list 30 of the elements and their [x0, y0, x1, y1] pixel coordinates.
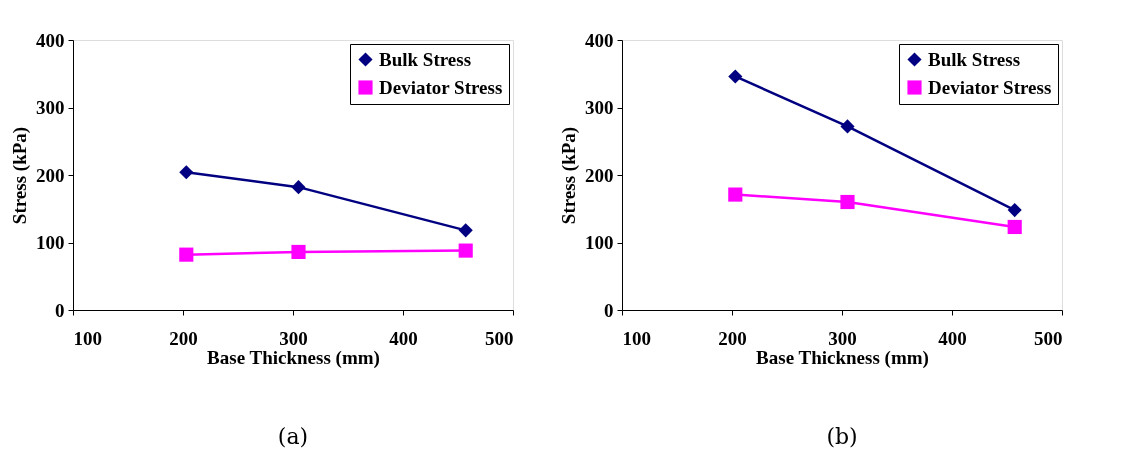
x-tick-label: 500 — [1034, 327, 1063, 349]
y-tick-label: 100 — [36, 232, 65, 253]
y-tick-label: 200 — [585, 164, 614, 186]
x-axis-title: Base Thickness (mm) — [756, 346, 929, 369]
y-tick-label: 400 — [36, 29, 65, 51]
y-tick-label: 200 — [36, 164, 65, 186]
y-axis-title: Stress (kPa) — [558, 126, 580, 225]
x-tick-label: 100 — [622, 327, 651, 349]
y-tick-label: 400 — [585, 29, 614, 51]
y-axis-title: Stress (kPa) — [9, 126, 31, 225]
legend-label: Bulk Stress — [379, 48, 472, 70]
legend-label: Deviator Stress — [379, 76, 503, 98]
x-tick-label: 100 — [73, 327, 102, 349]
x-tick-label: 200 — [718, 327, 747, 349]
x-tick-label: 400 — [938, 327, 967, 349]
y-tick-label: 300 — [585, 97, 614, 118]
x-tick-label: 500 — [485, 327, 514, 349]
y-tick-label: 0 — [604, 299, 614, 321]
text: (b) — [826, 424, 858, 449]
y-tick-label: 300 — [36, 97, 65, 118]
y-tick-label: 0 — [55, 299, 65, 321]
x-tick-label: 300 — [828, 327, 857, 349]
x-tick-label: 300 — [279, 327, 308, 349]
x-tick-label: 200 — [169, 327, 198, 349]
x-axis-title: Base Thickness (mm) — [207, 346, 380, 369]
y-tick-label: 100 — [585, 232, 614, 253]
legend-label: Deviator Stress — [928, 76, 1052, 98]
x-tick-label: 400 — [389, 327, 418, 349]
text: (a) — [277, 424, 309, 449]
legend-label: Bulk Stress — [928, 48, 1021, 70]
